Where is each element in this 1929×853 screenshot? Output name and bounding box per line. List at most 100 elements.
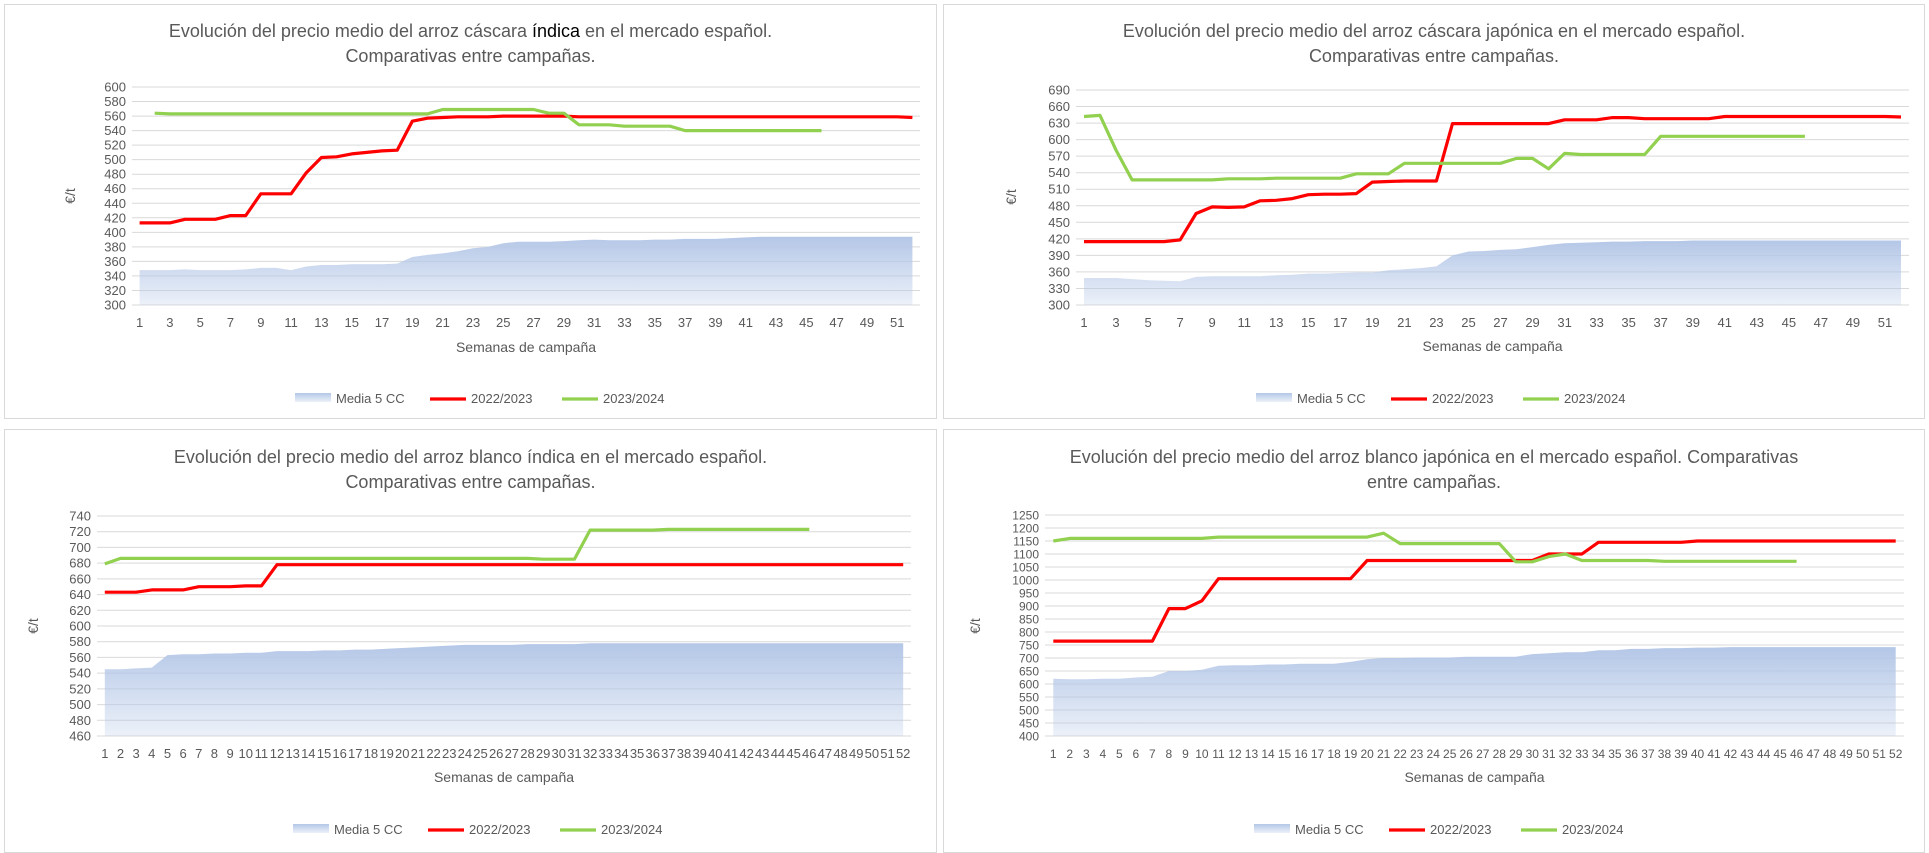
x-tick-label: 48 [1823, 747, 1837, 761]
y-tick-label: 660 [69, 571, 91, 586]
x-tick-label: 2 [117, 746, 124, 761]
x-axis-title: Semanas de campaña [1422, 338, 1562, 354]
x-tick-label: 24 [458, 746, 472, 761]
x-tick-label: 34 [1592, 747, 1606, 761]
x-tick-label: 14 [1261, 747, 1275, 761]
x-tick-label: 20 [1360, 747, 1374, 761]
x-tick-label: 45 [1782, 315, 1796, 330]
y-tick-label: 800 [1019, 626, 1039, 640]
x-tick-label: 13 [1269, 315, 1283, 330]
x-tick-label: 2 [1066, 747, 1073, 761]
series-media-5cc-area [104, 643, 904, 736]
x-tick-label: 18 [1327, 747, 1341, 761]
legend: Media 5 CC 2022/2023 2023/2024 [293, 822, 662, 837]
legend-label: Media 5 CC [1295, 822, 1364, 837]
chart-panel-cascara-japonica: Evolución del precio medio del arroz cás… [943, 4, 1925, 419]
y-tick-label: 510 [1048, 182, 1070, 197]
legend-label: Media 5 CC [336, 391, 405, 406]
y-tick-label: 560 [104, 109, 126, 124]
x-axis-title: Semanas de campaña [434, 769, 574, 785]
x-tick-label: 13 [285, 746, 299, 761]
x-tick-label: 26 [1460, 747, 1474, 761]
chart-title-part: Evolución del precio medio del arroz cás… [168, 21, 532, 41]
y-tick-label: 950 [1019, 587, 1039, 601]
x-tick-label: 43 [755, 746, 769, 761]
y-tick-label: 390 [1048, 248, 1070, 263]
x-tick-label: 6 [1133, 747, 1140, 761]
series-2023-2024-line [1053, 531, 1797, 564]
x-tick-label: 33 [617, 315, 631, 330]
y-tick-label: 500 [1019, 704, 1039, 718]
chart-title: Evolución del precio medio del arroz bla… [5, 445, 936, 495]
y-tick-label: 1000 [1012, 574, 1039, 588]
y-tick-label: 600 [1048, 132, 1070, 147]
x-tick-label: 9 [257, 315, 264, 330]
x-tick-label: 28 [1493, 747, 1507, 761]
y-tick-label: 630 [1048, 116, 1070, 131]
x-tick-label: 34 [614, 746, 628, 761]
x-tick-label: 5 [1144, 315, 1151, 330]
x-tick-label: 14 [301, 746, 315, 761]
x-tick-label: 33 [1575, 747, 1589, 761]
x-tick-label: 41 [724, 746, 738, 761]
legend-swatch-media-5cc [293, 824, 329, 833]
x-tick-label: 30 [552, 746, 566, 761]
x-tick-label: 42 [1724, 747, 1738, 761]
y-tick-label: 360 [1048, 264, 1070, 279]
x-tick-label: 3 [133, 746, 140, 761]
series-media-5cc-area [139, 236, 913, 305]
x-tick-label: 12 [270, 746, 284, 761]
x-tick-label: 15 [1301, 315, 1315, 330]
y-axis-title: €/t [62, 188, 78, 204]
x-tick-label: 32 [583, 746, 597, 761]
legend-label: 2022/2023 [1432, 391, 1493, 406]
x-tick-label: 48 [833, 746, 847, 761]
x-tick-label: 16 [332, 746, 346, 761]
x-tick-label: 43 [769, 315, 783, 330]
x-tick-label: 1 [136, 315, 143, 330]
y-axis-title: €/t [967, 618, 983, 634]
y-tick-label: 680 [69, 556, 91, 571]
x-tick-label: 17 [1333, 315, 1347, 330]
x-tick-label: 19 [1365, 315, 1379, 330]
x-tick-label: 11 [1237, 315, 1251, 330]
x-tick-label: 11 [1212, 747, 1225, 761]
y-tick-label: 600 [104, 80, 126, 95]
x-tick-label: 10 [238, 746, 252, 761]
x-tick-label: 40 [1691, 747, 1705, 761]
x-tick-label: 52 [1889, 747, 1903, 761]
y-tick-label: 360 [104, 254, 126, 269]
y-tick-label: 600 [69, 619, 91, 634]
x-tick-label: 23 [442, 746, 456, 761]
x-tick-label: 5 [164, 746, 171, 761]
x-tick-label: 15 [344, 315, 358, 330]
legend-swatch-media-5cc [1254, 824, 1290, 833]
x-tick-label: 41 [1707, 747, 1721, 761]
chart-title-part: Comparativas entre campañas. [345, 472, 596, 492]
chart-panel-blanco-japonica: Evolución del precio medio del arroz bla… [943, 429, 1925, 853]
chart-plot: 3003303603904204504805105405706006306606… [1003, 83, 1909, 406]
x-tick-label: 47 [829, 315, 843, 330]
x-tick-label: 49 [860, 315, 874, 330]
x-tick-label: 27 [1493, 315, 1507, 330]
x-tick-label: 37 [1653, 315, 1667, 330]
x-tick-label: 29 [536, 746, 550, 761]
y-tick-label: 540 [69, 666, 91, 681]
x-tick-label: 21 [435, 315, 449, 330]
x-axis-title: Semanas de campaña [1404, 769, 1544, 785]
chart-title-part: Evolución del precio medio del arroz bla… [173, 447, 768, 467]
x-tick-label: 45 [799, 315, 813, 330]
x-tick-label: 3 [1083, 747, 1090, 761]
chart-panel-cascara-indica: Evolución del precio medio del arroz cás… [4, 4, 937, 419]
x-tick-label: 39 [1686, 315, 1700, 330]
legend-label: Media 5 CC [334, 822, 403, 837]
x-tick-label: 22 [1393, 747, 1407, 761]
x-tick-label: 1 [1080, 315, 1087, 330]
chart-plot: 4004505005506006507007508008509009501000… [967, 509, 1904, 837]
x-axis-title: Semanas de campaña [456, 339, 596, 355]
x-tick-label: 47 [1814, 315, 1828, 330]
chart-title-part: en el mercado español. [580, 21, 773, 41]
y-tick-label: 690 [1048, 83, 1070, 98]
x-tick-label: 1 [1050, 747, 1057, 761]
x-tick-label: 50 [865, 746, 879, 761]
